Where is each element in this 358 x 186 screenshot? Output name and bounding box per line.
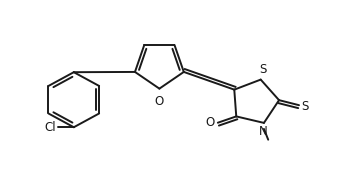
- Text: Cl: Cl: [44, 121, 56, 134]
- Text: S: S: [301, 100, 308, 113]
- Text: N: N: [259, 125, 267, 138]
- Text: O: O: [155, 95, 164, 108]
- Text: O: O: [205, 116, 214, 129]
- Text: S: S: [259, 62, 266, 76]
